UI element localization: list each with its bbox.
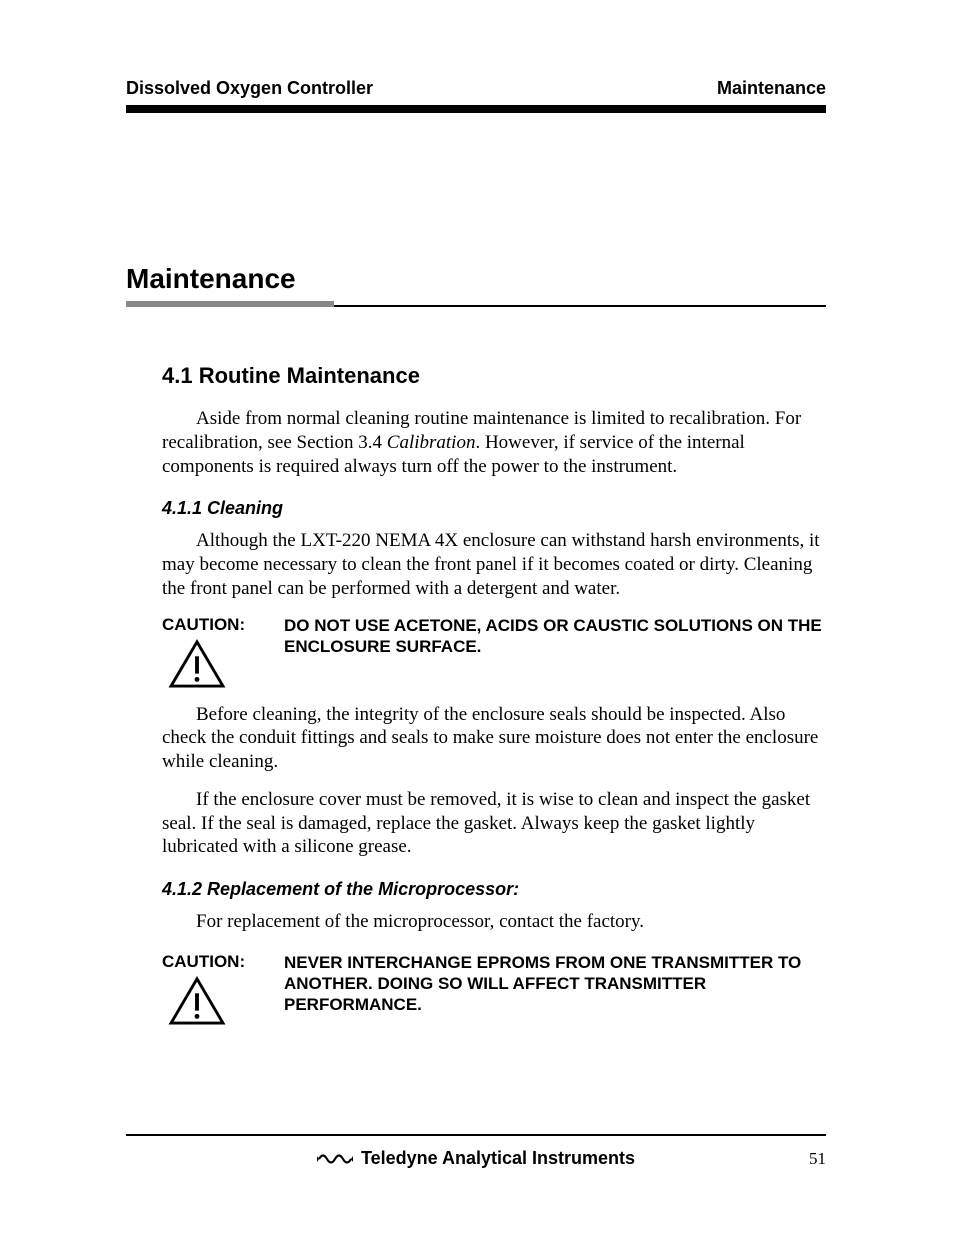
caution-label: CAUTION:	[162, 615, 245, 635]
content-area: 4.1 Routine Maintenance Aside from norma…	[162, 363, 826, 1026]
calibration-ref: Calibration	[387, 432, 476, 453]
section-4-1-1-para-2: Before cleaning, the integrity of the en…	[162, 703, 826, 774]
header-rule	[126, 105, 826, 113]
section-4-1-heading: 4.1 Routine Maintenance	[162, 363, 826, 389]
section-4-1-2-para-1: For replacement of the microprocessor, c…	[162, 910, 826, 934]
page-body: Dissolved Oxygen Controller Maintenance …	[126, 78, 826, 1040]
chapter-underline	[126, 301, 826, 307]
footer-line: Teledyne Analytical Instruments 51	[126, 1148, 826, 1169]
para-text: Although the LXT-220 NEMA 4X enclosure c…	[162, 530, 820, 599]
chapter-heading-block: Maintenance	[126, 263, 826, 307]
chapter-rule-thick	[126, 301, 334, 307]
caution-block-1: CAUTION: DO NOT USE ACETONE, ACIDS OR CA…	[162, 615, 826, 689]
header-right: Maintenance	[717, 78, 826, 99]
section-4-1-1-para-3: If the enclosure cover must be removed, …	[162, 788, 826, 859]
page-footer: Teledyne Analytical Instruments 51	[126, 1134, 826, 1169]
footer-brand: Teledyne Analytical Instruments	[361, 1148, 635, 1169]
para-text: Before cleaning, the integrity of the en…	[162, 704, 818, 773]
section-4-1-1-para-1: Although the LXT-220 NEMA 4X enclosure c…	[162, 529, 826, 600]
caution-label-wrap: CAUTION:	[162, 615, 270, 689]
para-text: If the enclosure cover must be removed, …	[162, 789, 810, 858]
caution-label-wrap: CAUTION:	[162, 952, 270, 1026]
running-header: Dissolved Oxygen Controller Maintenance	[126, 78, 826, 105]
caution-text: NEVER INTERCHANGE EPROMS FROM ONE TRANSM…	[284, 952, 826, 1016]
teledyne-logo-icon	[317, 1150, 353, 1168]
warning-triangle-icon	[168, 976, 226, 1026]
section-4-1-2-heading: 4.1.2 Replacement of the Microprocessor:	[162, 879, 826, 900]
caution-text: DO NOT USE ACETONE, ACIDS OR CAUSTIC SOL…	[284, 615, 826, 658]
caution-block-2: CAUTION: NEVER INTERCHANGE EPROMS FROM O…	[162, 952, 826, 1026]
chapter-title: Maintenance	[126, 263, 826, 295]
para-text: For replacement of the microprocessor, c…	[196, 911, 644, 932]
chapter-rule-thin	[334, 305, 826, 307]
header-left: Dissolved Oxygen Controller	[126, 78, 373, 99]
footer-rule	[126, 1134, 826, 1136]
section-4-1-para-1: Aside from normal cleaning routine maint…	[162, 407, 826, 478]
page-number: 51	[809, 1149, 826, 1169]
warning-triangle-icon	[168, 639, 226, 689]
caution-label: CAUTION:	[162, 952, 245, 972]
section-4-1-1-heading: 4.1.1 Cleaning	[162, 498, 826, 519]
